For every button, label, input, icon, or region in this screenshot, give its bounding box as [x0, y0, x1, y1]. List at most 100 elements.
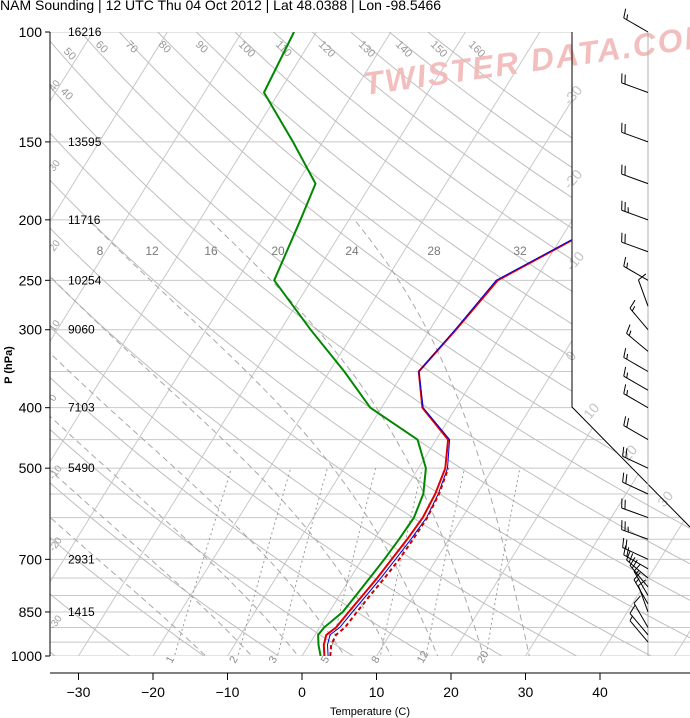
wind-barb: [633, 595, 649, 628]
dry-adiabat: [50, 32, 690, 656]
dry-adiabat: [50, 32, 690, 656]
isotherm-line: [152, 32, 541, 656]
moist-adiabat: [88, 219, 444, 656]
x-tick-label: 0: [298, 684, 306, 700]
wind-barb: [629, 557, 649, 588]
x-tick-label: 10: [369, 684, 385, 700]
mixing-ratio-line: [326, 468, 377, 656]
sounding-series: [262, 32, 690, 656]
isotherm-line: [301, 32, 690, 656]
theta-e-label: 28: [427, 244, 441, 258]
height-label: 2931: [68, 552, 95, 566]
wind-barb: [622, 538, 649, 560]
isotherm-line: [50, 32, 243, 656]
isotherm-line: [50, 32, 317, 656]
moist-adiabat: [50, 219, 354, 656]
x-tick-label: −20: [141, 684, 165, 700]
isotherm-label-right: 20: [618, 442, 640, 464]
isotherm-label-right: 0: [562, 348, 579, 364]
wind-barb: [623, 366, 649, 391]
theta-e-label: 32: [513, 244, 527, 258]
mixing-ratio-label: 8: [369, 654, 382, 665]
wind-barb: [637, 273, 649, 307]
mixing-ratio-line: [273, 468, 328, 656]
height-label: 10254: [68, 273, 102, 287]
pressure-tick-label: 150: [19, 134, 43, 150]
moist-adiabat: [50, 219, 310, 656]
dry-adiabat: [50, 32, 526, 656]
x-tick-label: −30: [67, 684, 91, 700]
dry-adiabat-label: 70: [123, 39, 140, 56]
pressure-tick-label: 850: [19, 604, 43, 620]
pressure-tick-label: 400: [19, 400, 43, 416]
wind-barb: [621, 122, 649, 143]
theta-e-label: 20: [271, 244, 285, 258]
dry-adiabat: [50, 32, 375, 656]
mixing-ratio-label: 1: [164, 654, 177, 665]
height-label: 16216: [68, 25, 102, 39]
pressure-tick-label: 100: [19, 24, 43, 40]
dry-adiabat-label: 120: [316, 39, 337, 60]
x-tick-label: 20: [443, 684, 459, 700]
isotherm-label-right: -30: [560, 82, 585, 108]
dry-adiabat: [220, 32, 690, 656]
height-label: 7103: [68, 401, 95, 415]
isotherm-line: [50, 32, 392, 656]
height-label: 9060: [68, 323, 95, 337]
isotherm-line: [50, 32, 168, 656]
isotherm-line: [376, 32, 690, 656]
mixing-ratio-line: [423, 468, 465, 656]
dry-adiabat: [50, 32, 690, 656]
height-label: 1415: [68, 605, 95, 619]
dry-adiabat-label: 60: [93, 39, 110, 56]
watermark: TWISTER DATA.COM: [361, 17, 690, 102]
dry-adiabat: [50, 32, 450, 656]
isotherm-label-right: -10: [562, 248, 587, 274]
grid-lines: [50, 32, 690, 656]
dry-adiabat-label: 90: [193, 39, 210, 56]
x-tick-label: 40: [592, 684, 608, 700]
theta-e-label: 24: [345, 244, 359, 258]
moist-adiabat: [50, 219, 399, 656]
dry-adiabat-label: 80: [156, 39, 173, 56]
wind-barb: [623, 256, 649, 281]
dry-adiabat: [144, 32, 690, 656]
mixing-ratio-line: [377, 468, 423, 656]
height-label: 13595: [68, 135, 102, 149]
wind-barb: [626, 551, 649, 579]
y-axis-label: P (hPa): [3, 346, 15, 384]
wind-barb: [621, 520, 649, 540]
dry-adiabat: [50, 32, 602, 656]
dry-adiabat: [50, 32, 73, 656]
svg-text:TWISTER DATA.COM: TWISTER DATA.COM: [361, 17, 690, 102]
dry-adiabat: [50, 32, 224, 656]
dry-adiabat: [106, 32, 690, 656]
wind-barb: [623, 416, 649, 441]
theta-e-label: 8: [97, 244, 104, 258]
x-tick-label: 30: [518, 684, 534, 700]
theta-e-label: 16: [204, 244, 218, 258]
wind-barb: [621, 73, 649, 93]
isotherm-label-right: -20: [560, 166, 585, 192]
wind-barb: [626, 324, 649, 352]
wind-barbs: [621, 8, 649, 643]
mixing-ratio-label: 12: [415, 649, 432, 666]
dry-adiabat: [296, 32, 690, 656]
isotherm-line: [599, 32, 690, 656]
wind-barb: [621, 498, 649, 519]
wind-barb: [622, 472, 649, 495]
dry-adiabat-label: 140: [393, 39, 414, 60]
theta-e-label: 12: [145, 244, 159, 258]
pressure-tick-label: 300: [19, 322, 43, 338]
wind-barb: [623, 348, 649, 372]
dry-adiabat: [258, 32, 690, 656]
plot-border-right: [571, 32, 690, 528]
dry-adiabat: [372, 32, 690, 656]
isotherm-label-left: 0: [47, 392, 59, 403]
isotherm-line: [227, 32, 615, 656]
wind-barb: [623, 8, 649, 33]
mixing-ratio-line: [483, 468, 521, 656]
isotherm-line: [525, 32, 690, 656]
isotherm-label-right: 30: [654, 488, 676, 510]
